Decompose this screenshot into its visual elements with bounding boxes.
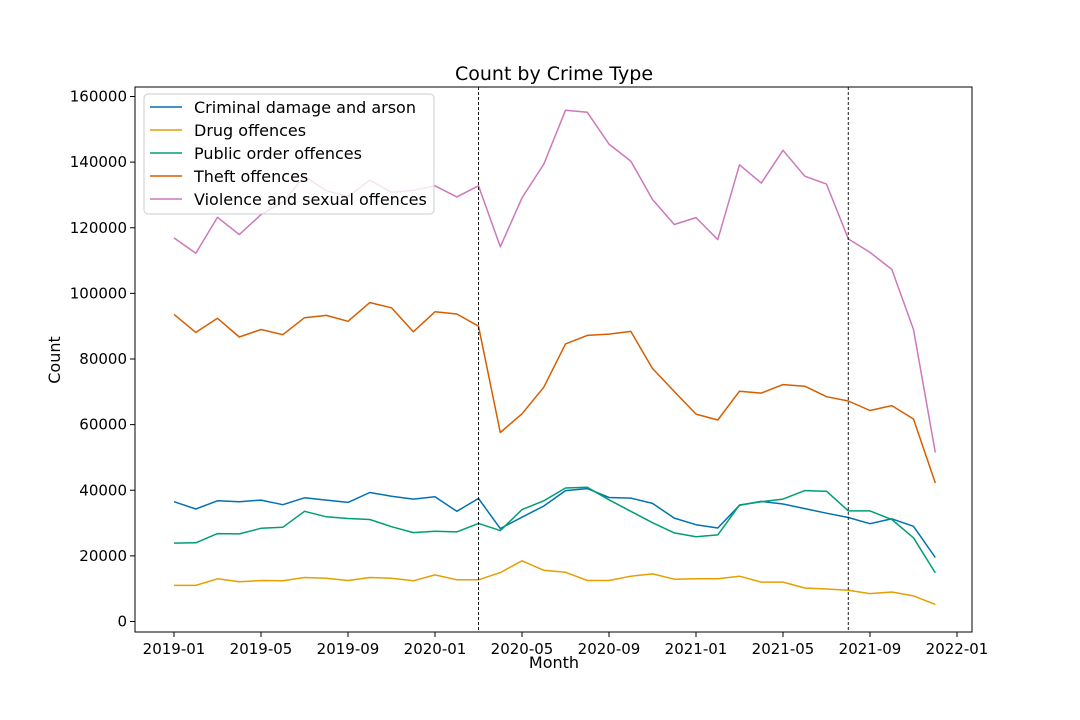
- series-line-theft-offences: [173, 301, 937, 484]
- legend-label: Drug offences: [194, 121, 306, 140]
- legend-label: Public order offences: [194, 144, 362, 163]
- x-axis-label: Month: [529, 653, 579, 672]
- y-tick-label: 100000: [70, 284, 127, 302]
- x-tick-label: 2019-01: [143, 640, 206, 658]
- y-tick-label: 120000: [70, 219, 127, 237]
- series-line-criminal-damage-and-arson: [173, 487, 936, 558]
- x-tick-label: 2020-05: [491, 640, 554, 658]
- chart-title: Count by Crime Type: [455, 63, 653, 85]
- legend: Criminal damage and arson Drug offences Pu…: [143, 93, 435, 215]
- x-tick-label: 2021-05: [752, 640, 815, 658]
- x-tick-label: 2019-05: [230, 640, 293, 658]
- vertical-reference-lines: [478, 87, 849, 632]
- x-tick-label: 2020-09: [578, 640, 641, 658]
- x-tick-label: 2022-01: [926, 640, 989, 658]
- y-tick-label: 80000: [79, 350, 127, 368]
- x-tick-label: 2019-09: [317, 640, 380, 658]
- y-tick-label: 0: [117, 613, 127, 631]
- y-axis-ticks: 0 20000 40000 60000 80000 100000 120000 140000 1…: [70, 88, 135, 631]
- legend-label: Criminal damage and arson: [194, 98, 416, 117]
- x-tick-label: 2020-01: [404, 640, 467, 658]
- y-tick-label: 160000: [70, 88, 127, 106]
- plot-lines: [173, 109, 937, 606]
- y-tick-label: 40000: [79, 481, 127, 499]
- legend-label: Violence and sexual offences: [194, 190, 427, 209]
- series-line-drug-offences: [174, 560, 936, 606]
- legend-label: Theft offences: [193, 167, 308, 186]
- y-axis-label: Count: [45, 336, 64, 384]
- y-tick-label: 140000: [70, 153, 127, 171]
- y-tick-label: 60000: [79, 416, 127, 434]
- series-line-public-order-offences: [173, 486, 936, 574]
- legend-box: [143, 93, 435, 215]
- y-tick-label: 20000: [79, 547, 127, 565]
- x-tick-label: 2021-01: [665, 640, 728, 658]
- x-tick-label: 2021-09: [839, 640, 902, 658]
- x-axis-ticks: 2019-01 2019-05 2019-09 2020-01 2020-05 2020-…: [143, 632, 989, 658]
